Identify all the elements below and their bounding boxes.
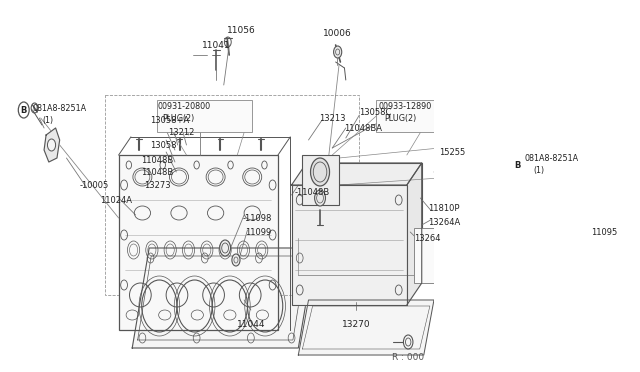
Text: 081A8-8251A: 081A8-8251A [33, 103, 86, 112]
Text: 13270: 13270 [342, 320, 371, 329]
Circle shape [47, 139, 56, 151]
Text: 15255: 15255 [440, 148, 466, 157]
Text: PLUG(2): PLUG(2) [384, 114, 416, 123]
Text: PLUG(2): PLUG(2) [163, 114, 195, 123]
Text: (1): (1) [42, 115, 53, 125]
Text: 13213: 13213 [319, 113, 345, 122]
Text: -11048B: -11048B [295, 187, 330, 196]
Circle shape [220, 240, 230, 256]
Text: 13212: 13212 [168, 128, 195, 137]
Text: 13058C: 13058C [360, 108, 392, 116]
Polygon shape [44, 128, 60, 162]
Bar [105, 95, 360, 295]
Circle shape [310, 158, 330, 186]
Text: 11048BA: 11048BA [344, 124, 383, 132]
Polygon shape [292, 185, 407, 305]
Polygon shape [407, 163, 422, 305]
Text: 13264: 13264 [414, 234, 441, 243]
Text: 00931-20800: 00931-20800 [157, 102, 211, 111]
Text: 11095: 11095 [591, 228, 618, 237]
Circle shape [232, 254, 240, 266]
Text: 11024A: 11024A [100, 196, 132, 205]
Bar [413, 228, 467, 283]
Polygon shape [132, 248, 316, 348]
Text: 11099: 11099 [246, 228, 272, 237]
Circle shape [333, 46, 342, 58]
Bar [376, 100, 456, 132]
Text: 11041: 11041 [202, 41, 230, 50]
Text: 00933-12890: 00933-12890 [378, 102, 431, 111]
Text: 11044: 11044 [237, 320, 265, 329]
Text: (1): (1) [534, 166, 545, 174]
Text: B: B [20, 106, 27, 115]
Text: 11048B: 11048B [141, 167, 173, 176]
Polygon shape [298, 300, 434, 355]
Text: 11056: 11056 [227, 26, 256, 35]
Text: 13058: 13058 [150, 141, 177, 150]
Text: 11810P: 11810P [429, 203, 460, 212]
Bar [118, 155, 278, 330]
Text: 13273: 13273 [144, 180, 170, 189]
Text: -10005: -10005 [80, 180, 109, 189]
Text: 13264A: 13264A [429, 218, 461, 227]
Bar [301, 155, 339, 205]
Bar [292, 185, 407, 305]
Text: 11048B: 11048B [141, 155, 173, 164]
Text: 10006: 10006 [323, 29, 351, 38]
Text: R : 000: R : 000 [392, 353, 424, 362]
Circle shape [315, 190, 326, 206]
Text: 081A8-8251A: 081A8-8251A [524, 154, 579, 163]
Bar [157, 100, 252, 132]
Text: B: B [514, 160, 520, 170]
Polygon shape [292, 163, 422, 185]
Text: 13058+A: 13058+A [150, 115, 189, 125]
Bar [436, 145, 480, 185]
Text: -11098: -11098 [243, 214, 272, 222]
